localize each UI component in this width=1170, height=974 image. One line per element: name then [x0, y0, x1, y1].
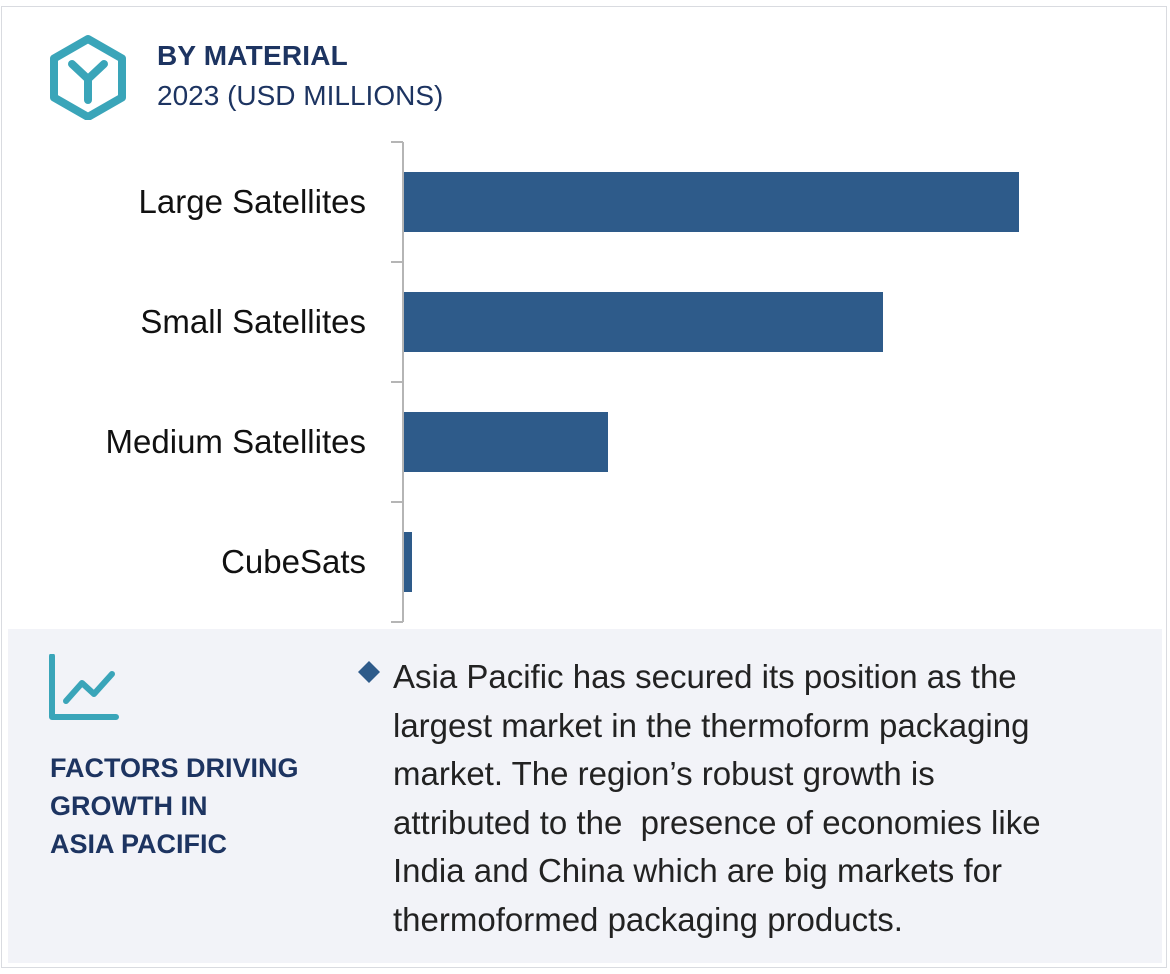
category-label: Medium Satellites [106, 423, 366, 460]
category-label: Large Satellites [139, 183, 366, 220]
category-label: CubeSats [221, 543, 366, 580]
line-chart-growth-icon [49, 654, 119, 720]
description-line: largest market in the thermoform packagi… [393, 706, 1030, 744]
description-line: Asia Pacific has secured its position as… [393, 658, 1017, 695]
bar [404, 532, 412, 592]
factors-heading-line: ASIA PACIFIC [50, 829, 228, 859]
category-label: Small Satellites [140, 303, 366, 340]
chart-subtitle: 2023 (USD MILLIONS) [157, 80, 444, 111]
chart-title: BY MATERIAL [157, 40, 348, 71]
factors-description: Asia Pacific has secured its position as… [393, 653, 1133, 944]
description-line: attributed to the presence of economies … [393, 803, 1041, 841]
bar [404, 292, 883, 352]
factors-heading-line: FACTORS DRIVING [50, 753, 299, 783]
hexagon-y-logo-icon [50, 35, 126, 120]
description-line: market. The region’s robust growth is [393, 755, 935, 792]
bar [404, 412, 608, 472]
factors-panel: FACTORS DRIVING GROWTH IN ASIA PACIFIC A… [8, 629, 1162, 963]
description-line: India and China which are big markets fo… [393, 852, 1002, 889]
diamond-bullet-icon [358, 661, 380, 683]
factors-heading: FACTORS DRIVING GROWTH IN ASIA PACIFIC [50, 749, 340, 863]
bar [404, 172, 1019, 232]
bar-chart: Large Satellites Small Satellites Medium S… [106, 141, 1019, 623]
factors-heading-line: GROWTH IN [50, 791, 208, 821]
description-line: thermoformed packaging products. [393, 900, 903, 938]
